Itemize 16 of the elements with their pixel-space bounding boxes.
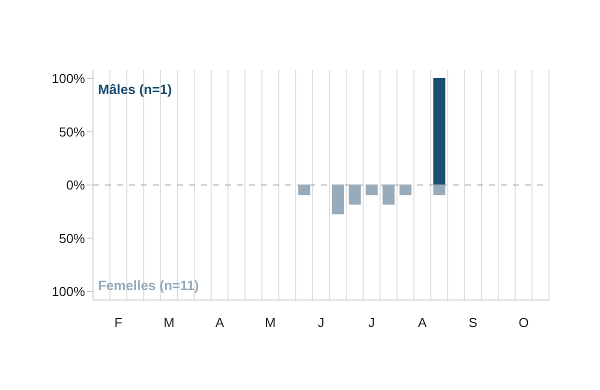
y-tick-label: 100% [52,71,86,86]
text: Mâles (n=1) [98,82,172,97]
x-tick-label: F [114,315,122,330]
y-tick-label: 50% [58,230,86,246]
x-tick-label: J [368,315,375,330]
y-tick-label: 50% [58,124,86,140]
x-tick-label: M [164,315,174,330]
x-tick-label: A [418,315,427,330]
x-tick-label: S [468,315,478,330]
x-tick-label: M [264,315,276,330]
text: Femelles (n=11) [98,278,199,293]
x-tick-label: A [215,315,224,330]
y-tick-label: 0% [66,178,86,193]
x-tick-label: J [318,315,324,330]
x-tick-label: O [518,315,529,330]
y-tick-label: 100% [52,284,86,300]
